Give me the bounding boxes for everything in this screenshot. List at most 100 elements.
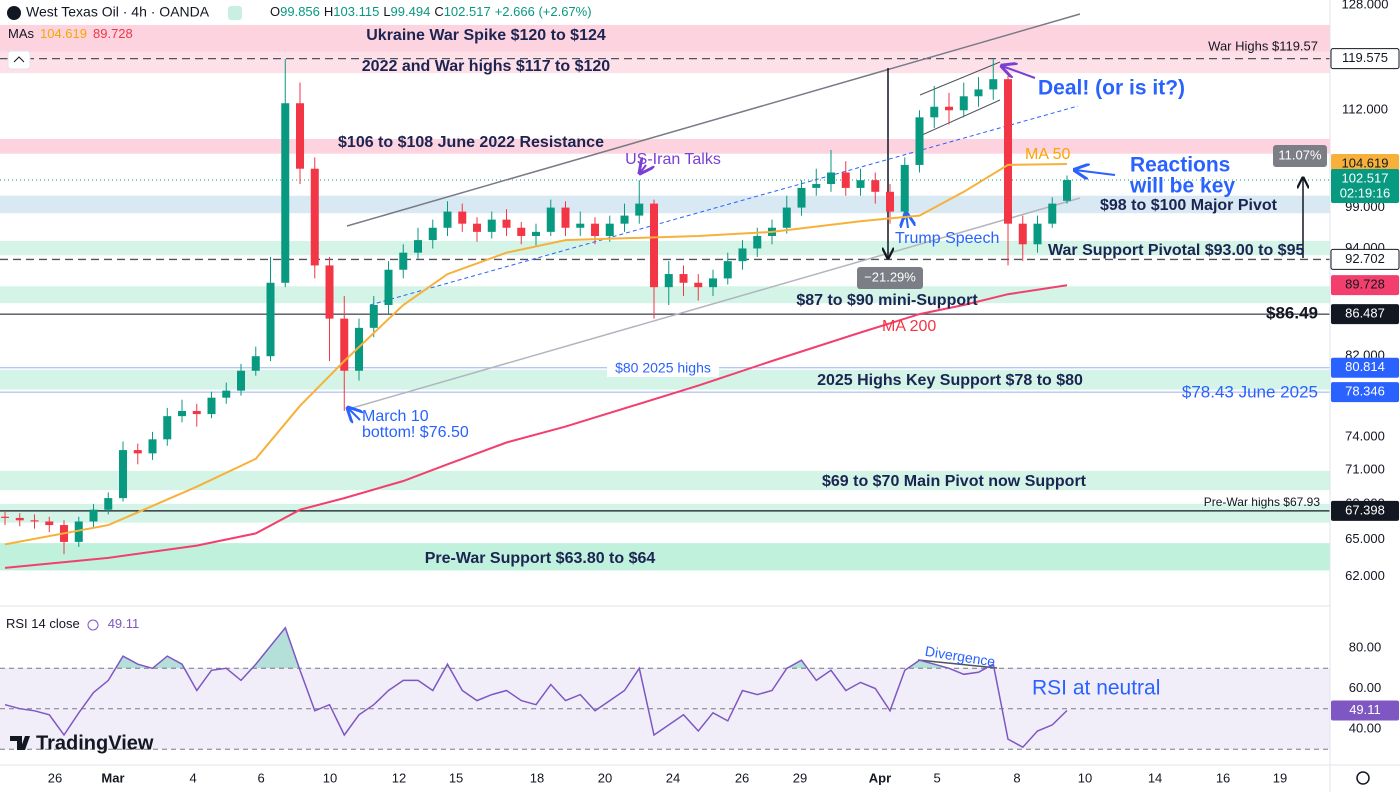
annotation: 11.07%: [1278, 147, 1322, 162]
candle-body: [871, 180, 880, 192]
price-badge-label: 49.11: [1349, 702, 1381, 717]
candle-body: [517, 227, 526, 236]
settings[interactable]: [1356, 771, 1370, 785]
divergence-line: [917, 659, 998, 669]
x-tick-label: 29: [793, 770, 807, 785]
collapse-button[interactable]: [7, 50, 31, 70]
rsi-overbought-fill: [115, 627, 995, 669]
x-tick-label: 14: [1148, 770, 1162, 785]
annotation: $98 to $100 Major Pivot: [1100, 197, 1278, 214]
o-value: 99.856: [280, 4, 320, 19]
candle-body: [310, 168, 319, 266]
x-tick-label: 26: [735, 770, 749, 785]
candle-body: [251, 356, 260, 371]
price-badge-label: 86.487: [1345, 306, 1385, 321]
candle-body: [237, 370, 246, 391]
icon: [228, 6, 242, 20]
ma-line: [4, 284, 1068, 569]
candle-body: [414, 240, 423, 253]
y-tick-label: 71.000: [1345, 461, 1385, 476]
rsi-icon: [87, 619, 99, 631]
candle-body: [428, 227, 437, 241]
y-tick-label: 128.000: [1342, 0, 1389, 11]
level-label: Pre-War highs $67.93: [1204, 495, 1321, 509]
candle-body: [296, 103, 305, 169]
bottom-arrow: [348, 408, 360, 420]
candle-body: [694, 282, 703, 288]
annotation: $87 to $90 mini-Support: [796, 292, 978, 309]
l-value: 99.494: [391, 4, 431, 19]
y-tick-label: 74.000: [1345, 429, 1385, 444]
logo-mark: [10, 736, 30, 750]
zone: [0, 240, 1330, 256]
x-tick-label: 24: [666, 770, 680, 785]
price-badge-label: 67.398: [1345, 502, 1385, 517]
symbol-icon: [7, 6, 21, 20]
candle-body: [635, 203, 644, 216]
candle-body: [325, 265, 334, 319]
candle-body: [620, 215, 629, 224]
x-tick-label: Apr: [869, 770, 891, 785]
candle-body: [915, 117, 924, 165]
candle-body: [1033, 223, 1042, 245]
price-badge-label: 80.814: [1345, 359, 1385, 374]
x-tick-label: 15: [449, 770, 463, 785]
price-badge: [1331, 357, 1399, 378]
collapse-icon: [13, 56, 25, 63]
candle-body: [104, 498, 113, 510]
price-badge: [1331, 500, 1399, 521]
candle-body: [591, 223, 600, 236]
candle-body: [546, 207, 555, 232]
candle-body: [561, 207, 570, 228]
candle-body: [709, 278, 718, 288]
price-badge: [1330, 248, 1400, 270]
label-bg: [607, 360, 719, 377]
x-tick-label: 10: [323, 770, 337, 785]
y-tick-label: 62.000: [1345, 568, 1385, 583]
countdown: 02:19:16: [1340, 185, 1391, 200]
candle-body: [945, 106, 954, 111]
price-badge: [1331, 700, 1399, 721]
x-tick-label: 12: [392, 770, 406, 785]
annotation: $69 to $70 Main Pivot now Support: [822, 473, 1087, 490]
axis: 128.000112.00099.00094.00082.00074.00071…: [48, 0, 1400, 785]
ma50-value: 104.619: [40, 26, 87, 41]
candle-body: [399, 252, 408, 270]
candle-body: [605, 223, 614, 236]
candle-body: [797, 187, 806, 208]
annotation: War Support Pivotal $93.00 to $95: [1048, 242, 1304, 259]
zone: [0, 195, 1330, 214]
annotations: Ukraine War Spike $120 to $124 2022 and …: [338, 27, 1327, 700]
candle-body: [74, 521, 83, 542]
annotation: Reactions: [1130, 154, 1230, 177]
candle-body: [443, 211, 452, 228]
candle-body: [738, 248, 747, 262]
candle-body: [163, 416, 172, 440]
candle-body: [856, 180, 865, 188]
candle-body: [369, 304, 378, 328]
deal-arrow: [1002, 66, 1036, 79]
annotation: −21.29%: [864, 269, 916, 284]
candle-body: [458, 211, 467, 224]
change: +2.666 (+2.67%): [495, 4, 592, 19]
price-badge: [1331, 275, 1399, 296]
level-label: War Highs $119.57: [1208, 38, 1318, 53]
badge: [1273, 145, 1327, 167]
rsi-line: [4, 626, 1068, 749]
x-tick-label: 10: [1078, 770, 1092, 785]
candle-body: [1, 516, 10, 518]
zone: [0, 286, 1330, 304]
x-tick-label: 19: [1273, 770, 1287, 785]
candle-body: [974, 89, 983, 97]
zone: [0, 24, 1330, 52]
level-label: $78.43 June 2025: [1182, 382, 1318, 401]
candle-body: [192, 410, 201, 415]
candle-body: [841, 172, 850, 188]
candle-body: [281, 103, 290, 283]
candle-body: [119, 450, 128, 499]
ma-label: MA 200: [882, 318, 936, 335]
y-tick-label: 80.00: [1349, 639, 1382, 654]
